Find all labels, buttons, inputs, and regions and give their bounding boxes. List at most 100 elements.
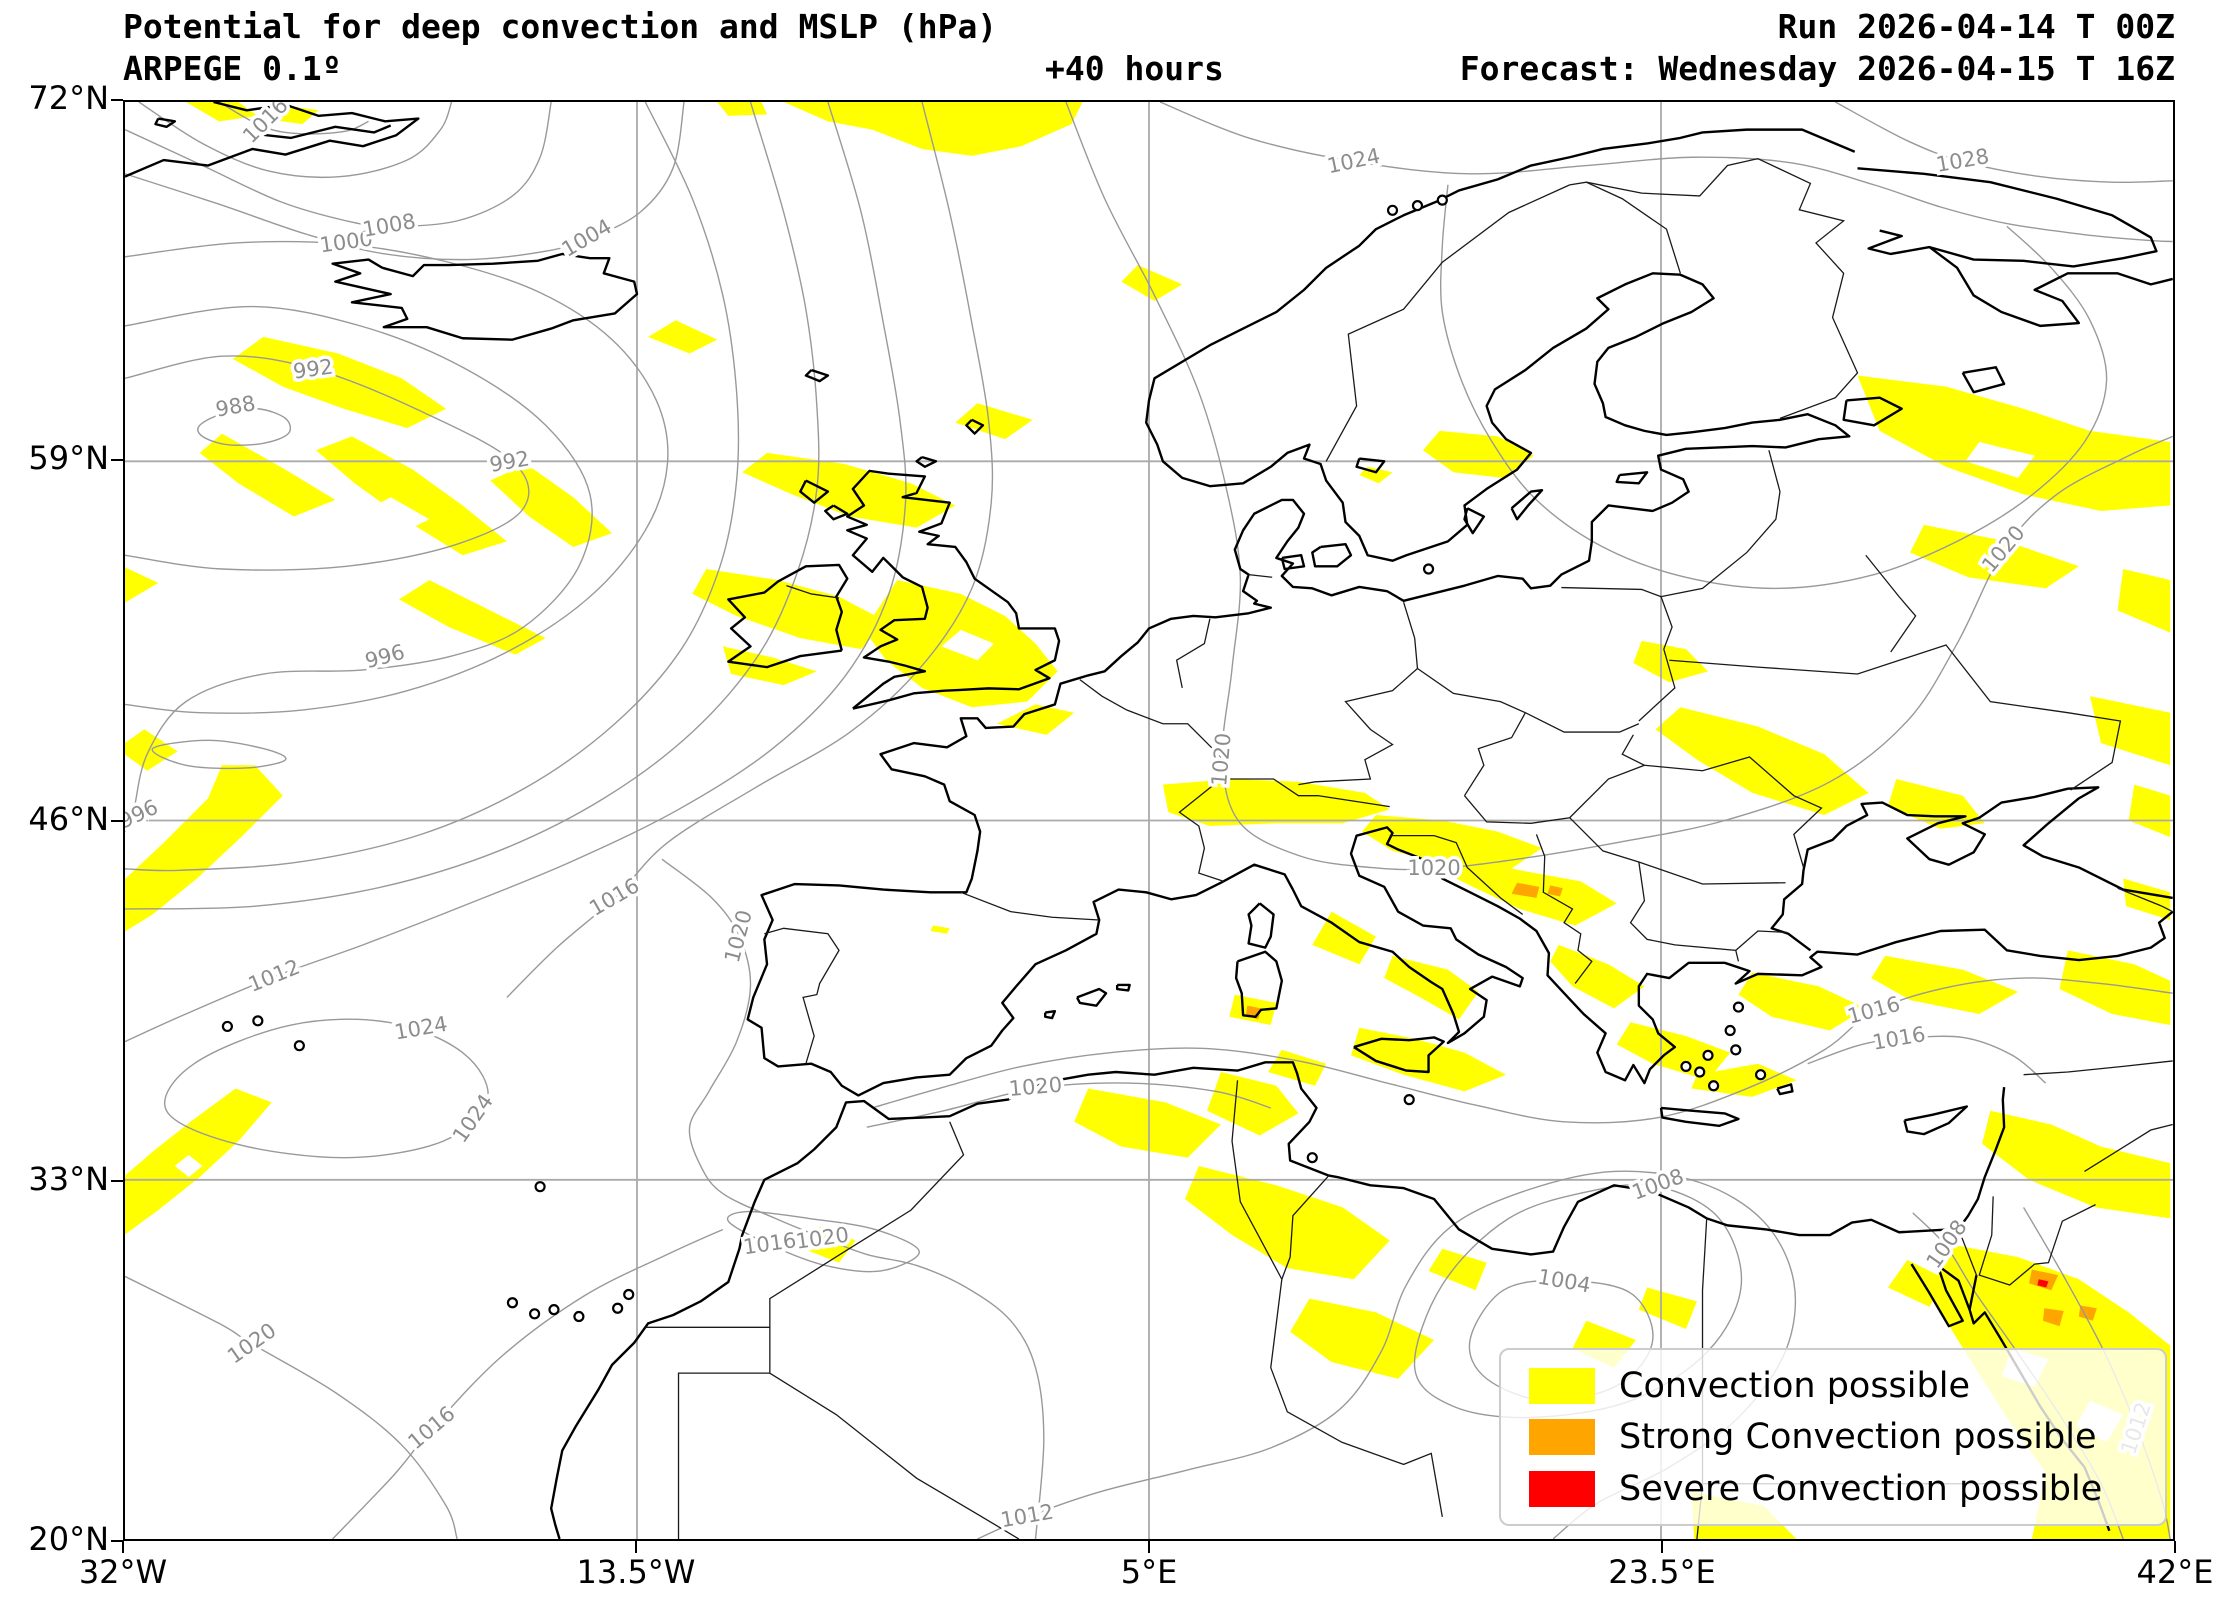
lat-tick-mark [111,1179,123,1182]
country-border [1669,644,2122,791]
strong-convection-area [1511,882,1540,898]
isobar-label: 1008 [1629,1164,1687,1205]
legend-swatch-yellow [1529,1367,1595,1404]
isobar-label: 1020 [1008,1072,1063,1101]
island [1708,1080,1720,1092]
country-border [1231,1080,1443,1517]
convection-area [1267,1049,1327,1086]
lat-tick-label: 20°N [28,1520,109,1558]
coastline [125,102,420,178]
convection-area [1655,707,1869,816]
country-border [1569,817,1786,885]
island [1732,1001,1745,1013]
strong-convection-area [2042,1308,2064,1327]
country-border [960,891,1100,921]
coastline [1659,1106,1740,1128]
legend-item-strong-convection: Strong Convection possible [1501,1417,2165,1457]
island [252,1015,264,1027]
convection-area [692,569,887,650]
isobar-label: 1004 [558,214,616,261]
coastline [799,479,830,504]
island [1386,204,1399,216]
convection-hole [174,1154,203,1178]
country-border [1220,778,1390,808]
isobar [125,102,820,910]
lon-tick-mark [635,1541,637,1553]
country-borders-layer [645,157,2173,1539]
map-canvas: 988 992 992 996 996 1000 1004 1008 1016 1024 1028 1… [123,100,2175,1541]
coastline [1115,983,1131,992]
country-border [769,1372,1020,1539]
convection-area [1871,955,2019,1014]
coastline [846,469,1061,710]
isobar [164,1018,489,1159]
isobar [125,102,552,228]
isobar [125,1275,458,1539]
country-border [1178,778,1224,882]
convection-area [742,452,956,528]
convection-area [1633,640,1709,683]
country-border [2117,887,2173,913]
coastline [804,368,830,383]
convection-area [1550,944,1645,1009]
country-border [677,1327,771,1539]
coastline [1510,489,1544,521]
island [221,1020,233,1033]
lat-tick-mark [111,1540,123,1542]
isobar [218,102,369,135]
legend-item-convection: Convection possible [1501,1366,2165,1406]
legend-swatch-red [1529,1470,1595,1507]
isobar [726,1210,920,1273]
convection-area [1121,265,1183,301]
island [1724,1024,1736,1037]
country-border [1248,573,1273,578]
island [612,1302,624,1314]
island [534,1181,546,1193]
isobar-label: 1016 [1845,992,1903,1029]
island [1730,1044,1742,1056]
coastline [1776,1083,1794,1096]
isobar-label: 1020 [720,907,757,965]
country-border [1417,667,1640,733]
country-border [1586,157,1859,420]
convection-area [1207,1072,1299,1136]
coastline [1280,554,1306,571]
country-border [1175,618,1211,688]
lat-tick-mark [111,99,123,101]
convection-area [955,403,1033,440]
country-border [1463,712,1526,797]
convection-area [2123,878,2171,921]
lat-tick-mark [111,819,123,822]
coastline [154,117,177,129]
convection-area [1616,1022,1731,1081]
isobar [506,102,994,998]
island [1755,1069,1767,1081]
lat-tick-label: 59°N [28,439,109,478]
lon-tick-mark [122,1541,124,1553]
convection-area [1184,1165,1390,1280]
lon-tick-mark [1148,1541,1150,1553]
coastline [1353,1036,1445,1074]
country-border [1298,602,1419,786]
country-border [1281,1175,1330,1280]
lat-tick-label: 33°N [28,1159,109,1198]
isobar-label: 996 [363,640,408,674]
coastline [965,418,985,435]
country-border [1638,596,1676,722]
island [529,1308,541,1320]
coastline [549,1061,2006,1539]
isobar [872,977,2173,1124]
convection-area [1857,375,2171,511]
isobar [125,102,740,872]
isobar [125,305,593,832]
convection-hole [941,629,995,661]
isobar [125,355,530,571]
island [1306,1152,1318,1164]
isobar [1835,102,2173,184]
convection-hole [365,497,430,534]
lat-tick-label: 72°N [28,79,109,117]
lon-tick-label: 32°W [78,1553,168,1591]
coastline [1247,902,1275,949]
isobar-label: 996 [125,795,162,834]
